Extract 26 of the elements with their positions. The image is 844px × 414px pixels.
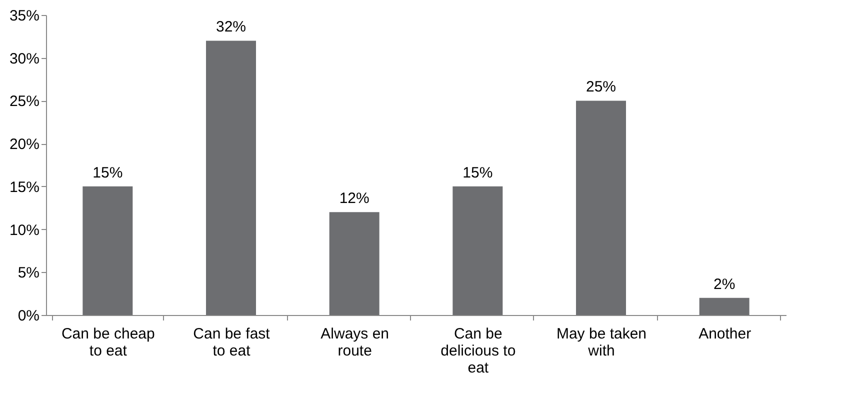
x-tick-label: Can be delicious to eat: [440, 326, 516, 376]
data-label: 15%: [92, 164, 123, 182]
data-label: 2%: [713, 276, 736, 293]
data-label: 32%: [216, 18, 246, 36]
bar: [329, 212, 380, 315]
data-label: 15%: [462, 164, 493, 182]
x-tick-label: Can be fast to eat: [193, 326, 271, 360]
y-tick-label: 20%: [9, 136, 40, 154]
x-tick-label: Always en route: [320, 326, 390, 360]
bar: [82, 186, 133, 315]
bar: [452, 186, 503, 315]
y-tick-label: 15%: [9, 178, 40, 196]
y-tick-label: 5%: [18, 264, 40, 282]
x-tick-label: Can be cheap to eat: [61, 326, 155, 360]
data-label: 25%: [586, 78, 616, 96]
y-tick-label: 0%: [18, 308, 40, 324]
bar: [576, 100, 626, 315]
bar: [699, 298, 750, 315]
y-tick-label: 10%: [9, 222, 40, 239]
y-tick-label: 35%: [9, 8, 40, 24]
x-tick-label: May be taken with: [556, 326, 647, 360]
data-label: 12%: [339, 190, 370, 208]
bar: [206, 40, 256, 315]
y-tick-label: 30%: [9, 50, 40, 68]
x-tick-label: Another: [698, 326, 752, 342]
y-tick-label: 25%: [9, 93, 40, 110]
